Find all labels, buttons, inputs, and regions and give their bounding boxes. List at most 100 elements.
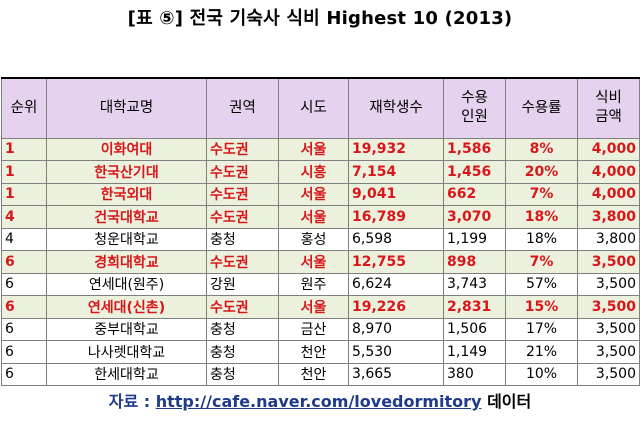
cell-region: 충청	[206, 340, 279, 364]
header-city: 시도	[278, 77, 349, 139]
cell-region: 수도권	[206, 182, 279, 206]
cell-meal: 3,800	[577, 205, 640, 229]
cell-meal: 4,000	[577, 182, 640, 206]
table-row: 6 한세대학교 충청 천안 3,665 380 10% 3,500	[1, 362, 640, 386]
header-capacity-line1: 수용	[461, 90, 488, 107]
cell-meal: 3,500	[577, 295, 640, 319]
cell-rank: 1	[1, 182, 47, 206]
table-row: 1 이화여대 수도권 서울 19,932 1,586 8% 4,000	[1, 137, 640, 161]
cell-city: 서울	[278, 205, 349, 229]
cell-region: 강원	[206, 272, 279, 296]
cell-region: 수도권	[206, 137, 279, 161]
dormitory-meal-table: 순위 대학교명 권역 시도 재학생수 수용 인원 수용률 식비 금액 1 이화여대…	[1, 77, 640, 386]
cell-students: 19,226	[348, 295, 444, 319]
cell-capacity: 1,149	[443, 340, 506, 364]
table-row: 6 연세대(원주) 강원 원주 6,624 3,743 57% 3,500	[1, 272, 640, 296]
cell-rank: 1	[1, 137, 47, 161]
cell-meal: 3,800	[577, 227, 640, 251]
cell-capacity: 1,456	[443, 160, 506, 184]
cell-rate: 57%	[505, 272, 578, 296]
cell-rank: 6	[1, 340, 47, 364]
cell-university: 경희대학교	[46, 250, 207, 274]
cell-city: 천안	[278, 362, 349, 386]
table-row: 6 경희대학교 수도권 서울 12,755 898 7% 3,500	[1, 250, 640, 274]
cell-city: 서울	[278, 182, 349, 206]
cell-city: 시흥	[278, 160, 349, 184]
source-suffix: 데이터	[487, 392, 532, 411]
source-note: 자료 : http://cafe.naver.com/lovedormitory…	[0, 388, 640, 412]
source-prefix: 자료 :	[108, 392, 151, 411]
cell-rate: 10%	[505, 362, 578, 386]
table-row: 1 한국산기대 수도권 시흥 7,154 1,456 20% 4,000	[1, 160, 640, 184]
cell-city: 서울	[278, 295, 349, 319]
cell-rate: 15%	[505, 295, 578, 319]
cell-rate: 7%	[505, 250, 578, 274]
cell-region: 수도권	[206, 160, 279, 184]
cell-city: 금산	[278, 317, 349, 341]
cell-rank: 4	[1, 227, 47, 251]
header-meal: 식비 금액	[577, 77, 640, 139]
cell-university: 이화여대	[46, 137, 207, 161]
cell-university: 중부대학교	[46, 317, 207, 341]
cell-city: 서울	[278, 250, 349, 274]
cell-meal: 4,000	[577, 160, 640, 184]
cell-meal: 3,500	[577, 317, 640, 341]
cell-meal: 3,500	[577, 340, 640, 364]
cell-rank: 1	[1, 160, 47, 184]
cell-rank: 4	[1, 205, 47, 229]
cell-students: 3,665	[348, 362, 444, 386]
cell-capacity: 898	[443, 250, 506, 274]
cell-meal: 3,500	[577, 362, 640, 386]
cell-students: 7,154	[348, 160, 444, 184]
cell-rank: 6	[1, 295, 47, 319]
cell-university: 연세대(원주)	[46, 272, 207, 296]
cell-rank: 6	[1, 317, 47, 341]
header-region: 권역	[206, 77, 279, 139]
cell-city: 천안	[278, 340, 349, 364]
cell-capacity: 380	[443, 362, 506, 386]
cell-meal: 3,500	[577, 272, 640, 296]
cell-rate: 20%	[505, 160, 578, 184]
table-body: 1 이화여대 수도권 서울 19,932 1,586 8% 4,000 1 한국산기대 수도권 시흥 7…	[1, 137, 640, 386]
cell-rank: 6	[1, 272, 47, 296]
cell-students: 12,755	[348, 250, 444, 274]
cell-meal: 4,000	[577, 137, 640, 161]
cell-city: 홍성	[278, 227, 349, 251]
cell-rate: 17%	[505, 317, 578, 341]
cell-capacity: 1,586	[443, 137, 506, 161]
table-row: 6 중부대학교 충청 금산 8,970 1,506 17% 3,500	[1, 317, 640, 341]
header-rate: 수용률	[505, 77, 578, 139]
header-meal-line2: 금액	[595, 109, 622, 126]
page-title: [표 ⑤] 전국 기숙사 식비 Highest 10 (2013)	[127, 8, 513, 29]
cell-capacity: 662	[443, 182, 506, 206]
cell-rank: 6	[1, 362, 47, 386]
cell-rank: 6	[1, 250, 47, 274]
source-link[interactable]: http://cafe.naver.com/lovedormitory	[155, 392, 482, 411]
cell-rate: 21%	[505, 340, 578, 364]
table-row: 6 연세대(신촌) 수도권 서울 19,226 2,831 15% 3,500	[1, 295, 640, 319]
cell-rate: 18%	[505, 205, 578, 229]
cell-university: 건국대학교	[46, 205, 207, 229]
cell-students: 6,598	[348, 227, 444, 251]
cell-students: 9,041	[348, 182, 444, 206]
cell-university: 한국산기대	[46, 160, 207, 184]
cell-region: 충청	[206, 317, 279, 341]
cell-region: 수도권	[206, 250, 279, 274]
cell-university: 한세대학교	[46, 362, 207, 386]
cell-university: 나사렛대학교	[46, 340, 207, 364]
cell-capacity: 1,506	[443, 317, 506, 341]
cell-city: 원주	[278, 272, 349, 296]
header-capacity: 수용 인원	[443, 77, 506, 139]
cell-university: 한국외대	[46, 182, 207, 206]
cell-students: 19,932	[348, 137, 444, 161]
cell-region: 충청	[206, 227, 279, 251]
cell-students: 6,624	[348, 272, 444, 296]
header-university: 대학교명	[46, 77, 207, 139]
cell-meal: 3,500	[577, 250, 640, 274]
header-capacity-line2: 인원	[461, 109, 488, 126]
cell-students: 5,530	[348, 340, 444, 364]
cell-region: 수도권	[206, 295, 279, 319]
cell-capacity: 2,831	[443, 295, 506, 319]
cell-region: 충청	[206, 362, 279, 386]
cell-capacity: 3,743	[443, 272, 506, 296]
